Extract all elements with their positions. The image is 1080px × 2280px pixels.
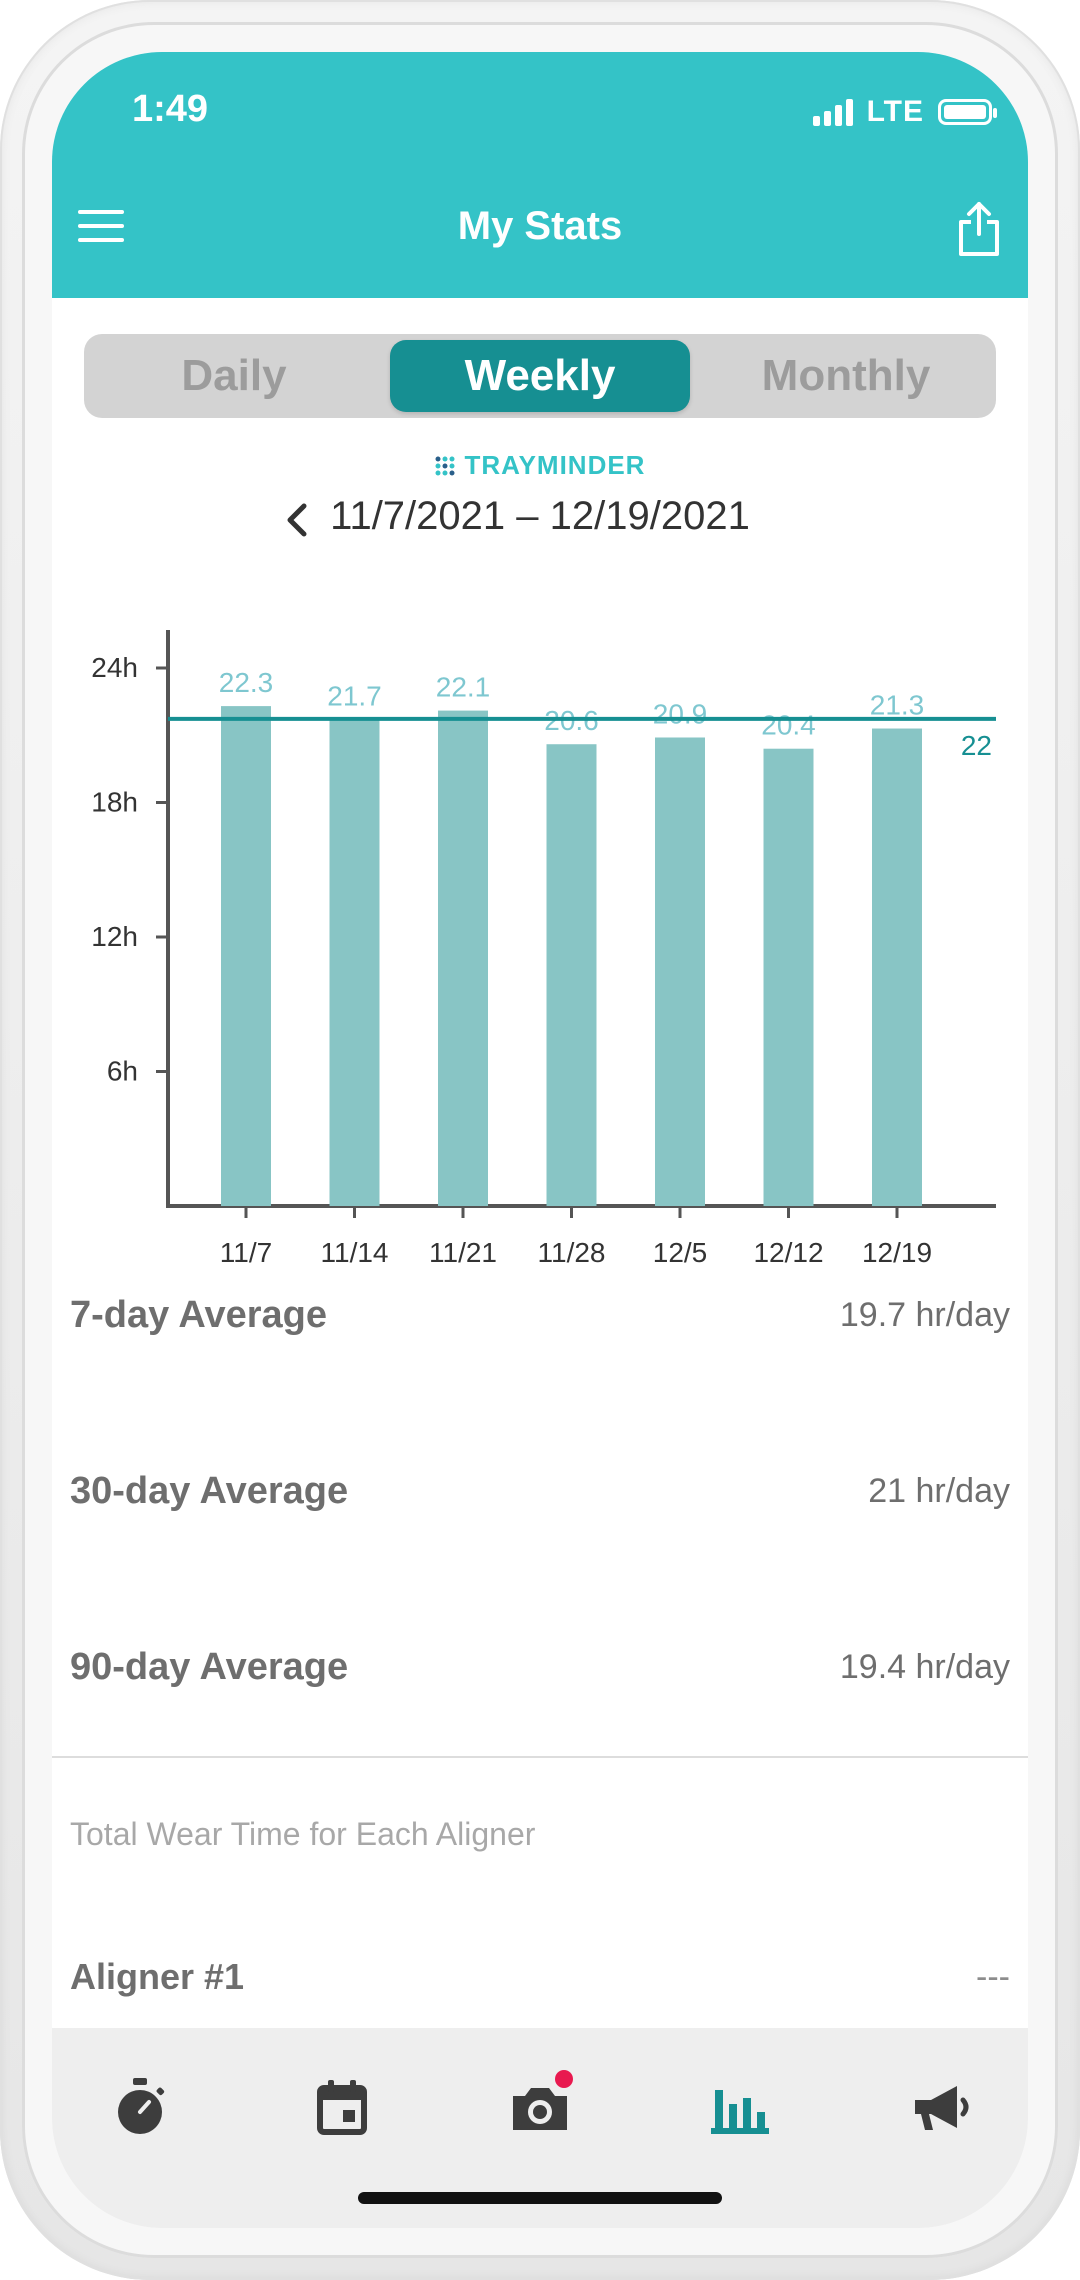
brand-name: TRAYMINDER xyxy=(464,450,646,480)
page-title: My Stats xyxy=(457,204,623,248)
tab-calendar[interactable] xyxy=(307,2072,377,2142)
battery-icon xyxy=(938,99,997,125)
chart-bar xyxy=(763,748,814,1206)
average-value: 19.7 hr/day xyxy=(839,1296,1010,1334)
y-tick-label: 24h xyxy=(91,652,138,683)
x-tick-label: 12/5 xyxy=(653,1237,708,1268)
menu-icon[interactable] xyxy=(78,210,124,244)
y-tick-label: 18h xyxy=(91,787,138,818)
segment-weekly[interactable]: Weekly xyxy=(390,340,690,412)
date-range-label: 11/7/2021 – 12/19/2021 xyxy=(330,494,750,538)
y-tick-label: 12h xyxy=(91,921,138,952)
status-time: 1:49 xyxy=(132,88,209,130)
tab-camera[interactable] xyxy=(505,2070,575,2142)
average-label: 90-day Average xyxy=(70,1646,349,1688)
status-indicators: LTE xyxy=(812,92,997,132)
average-value: 21 hr/day xyxy=(868,1472,1010,1510)
data-label: 20.4 xyxy=(761,710,816,741)
home-indicator[interactable] xyxy=(358,2192,722,2204)
calendar-icon xyxy=(317,2080,367,2135)
data-label: 21.7 xyxy=(327,681,382,712)
megaphone-icon xyxy=(915,2086,969,2130)
x-tick-label: 11/14 xyxy=(321,1237,389,1268)
x-tick-label: 11/21 xyxy=(429,1237,497,1268)
signal-icon xyxy=(812,98,853,126)
tab-announcements[interactable] xyxy=(907,2072,977,2142)
average-value: 19.4 hr/day xyxy=(839,1648,1010,1686)
aligner-row[interactable]: Aligner #1 --- xyxy=(70,1956,1010,2016)
data-label: 22.1 xyxy=(436,672,491,703)
x-tick-label: 11/28 xyxy=(538,1237,606,1268)
data-label: 20.9 xyxy=(653,698,708,729)
data-label: 21.3 xyxy=(870,690,925,721)
brand-logo-icon xyxy=(435,456,455,476)
notification-badge xyxy=(555,2070,573,2088)
section-divider xyxy=(52,1756,1028,1758)
previous-range-icon[interactable] xyxy=(282,502,312,538)
x-tick-label: 12/19 xyxy=(862,1237,932,1268)
share-icon[interactable] xyxy=(956,200,1002,258)
chart-bar xyxy=(546,744,597,1206)
x-tick-label: 12/12 xyxy=(753,1237,823,1268)
weekly-wear-chart: 6h 12h 18h 24h 11/7 22.3 11/14 21.7 11/21 22.1 11/… xyxy=(91,630,996,1268)
x-tick-label: 11/7 xyxy=(220,1237,272,1268)
app-header: 1:49 LTE My Stats xyxy=(52,52,1028,298)
period-segmented-control: Daily Weekly Monthly xyxy=(84,334,996,418)
chart-bar xyxy=(221,706,271,1206)
chart-bar xyxy=(438,710,488,1206)
camera-icon xyxy=(513,2088,567,2130)
segment-daily[interactable]: Daily xyxy=(181,351,287,400)
average-row-90-day: 90-day Average 19.4 hr/day xyxy=(70,1646,1010,1706)
section-caption: Total Wear Time for Each Aligner xyxy=(70,1816,536,1852)
network-type: LTE xyxy=(866,95,924,128)
average-label: 30-day Average xyxy=(70,1470,349,1512)
bar-chart-icon xyxy=(711,2090,769,2134)
y-tick-label: 6h xyxy=(107,1056,138,1087)
app-screen: 1:49 LTE My Stats Daily Weekly Monthly xyxy=(52,52,1028,2228)
chart-bar xyxy=(329,719,380,1206)
aligner-label: Aligner #1 xyxy=(70,1956,245,1997)
tab-timer[interactable] xyxy=(105,2072,175,2142)
chart-bar xyxy=(655,737,705,1206)
chart-bar xyxy=(872,728,922,1206)
target-label: 22 xyxy=(961,730,992,761)
brand-label: TRAYMINDER xyxy=(52,450,1028,481)
aligner-value: --- xyxy=(976,1958,1010,1996)
average-row-30-day: 30-day Average 21 hr/day xyxy=(70,1470,1010,1530)
data-label: 22.3 xyxy=(219,667,274,698)
average-row-7-day: 7-day Average 19.7 hr/day xyxy=(70,1294,1010,1354)
segment-monthly[interactable]: Monthly xyxy=(761,351,931,400)
stopwatch-icon xyxy=(118,2078,165,2134)
average-label: 7-day Average xyxy=(70,1294,327,1336)
tab-stats[interactable] xyxy=(705,2072,775,2142)
